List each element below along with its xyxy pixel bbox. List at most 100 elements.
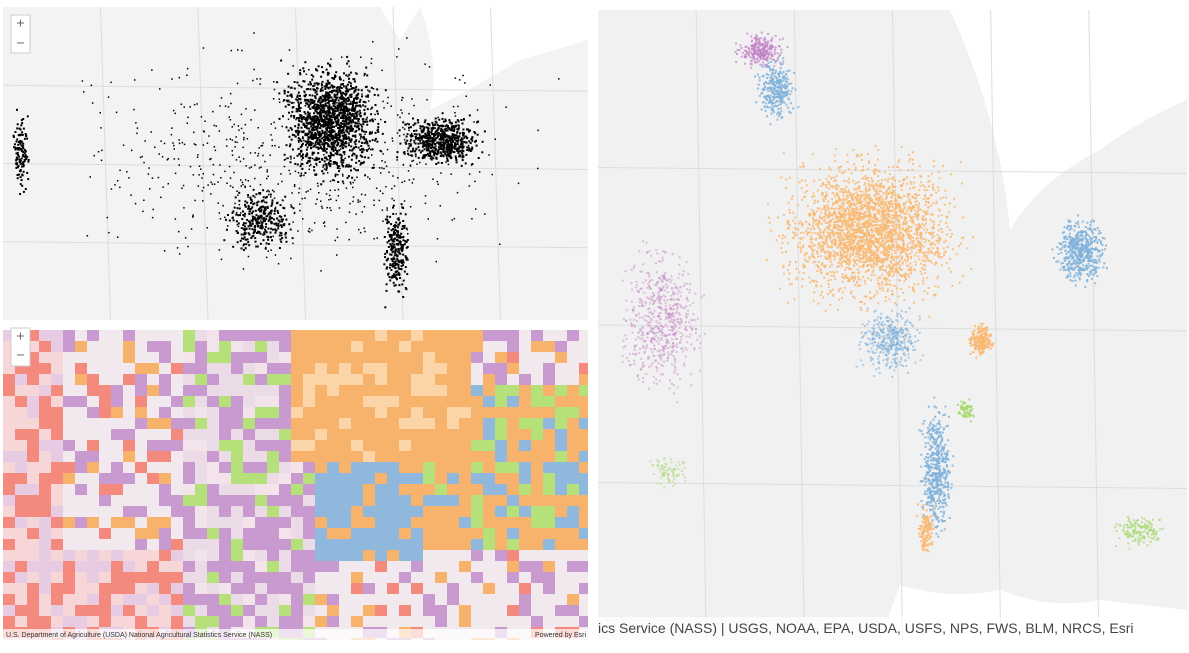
county-cell	[423, 484, 435, 495]
dot	[364, 105, 367, 108]
dot	[390, 276, 393, 279]
dot	[433, 135, 435, 138]
county-cell	[555, 528, 567, 539]
county-cell	[207, 330, 219, 341]
county-cell	[495, 528, 507, 539]
dot	[315, 68, 317, 70]
dot	[294, 162, 297, 165]
county-cell	[243, 396, 255, 407]
county-cell	[39, 561, 51, 572]
dot	[236, 190, 238, 192]
dot	[443, 134, 446, 137]
dot	[281, 125, 283, 128]
county-cell	[219, 561, 231, 572]
county-cell	[27, 561, 39, 572]
dot	[257, 127, 259, 129]
dot	[313, 101, 316, 104]
dot	[421, 125, 423, 128]
county-cell	[171, 374, 183, 385]
dot	[469, 142, 472, 145]
dot	[469, 129, 471, 132]
dot	[108, 231, 110, 234]
dot	[326, 206, 328, 209]
county-cell	[207, 605, 219, 616]
county-cell	[363, 473, 375, 484]
state-line	[598, 167, 1187, 174]
county-cell	[399, 330, 411, 341]
dot	[426, 99, 428, 101]
county-cell	[543, 440, 555, 451]
dot	[436, 153, 438, 156]
county-cell	[291, 407, 303, 418]
county-cell	[435, 363, 447, 374]
dot	[844, 246, 847, 249]
county-cell	[279, 396, 291, 407]
dot	[354, 143, 357, 146]
dot	[328, 138, 331, 141]
dot	[412, 149, 414, 151]
dot	[346, 62, 349, 65]
county-cell	[339, 517, 351, 528]
county-cell	[435, 528, 447, 539]
county-cell	[579, 451, 588, 462]
dot	[219, 164, 221, 166]
dot	[333, 162, 336, 165]
dot	[403, 138, 406, 141]
dot	[869, 255, 872, 258]
county-cell	[507, 572, 519, 583]
county-cell	[375, 528, 387, 539]
dot	[829, 207, 832, 210]
dot	[451, 219, 453, 221]
dot	[328, 63, 331, 66]
county-cell	[39, 528, 51, 539]
dot	[338, 138, 341, 141]
county-cell	[231, 605, 243, 616]
dot	[277, 183, 279, 185]
dot	[143, 199, 145, 201]
county-cell	[123, 594, 135, 605]
dot	[342, 111, 345, 114]
dot	[431, 142, 434, 145]
dot	[240, 179, 242, 181]
county-cell	[159, 495, 171, 506]
county-cell	[111, 506, 123, 517]
county-cell	[339, 407, 351, 418]
dot	[353, 179, 356, 181]
dot	[374, 118, 376, 121]
dot	[484, 213, 486, 215]
dot	[397, 242, 400, 245]
dot	[361, 95, 363, 98]
dot	[18, 158, 21, 161]
dot	[365, 138, 368, 140]
dot	[322, 104, 325, 107]
dot	[367, 144, 370, 147]
dot	[410, 154, 413, 156]
county-cell	[531, 341, 543, 352]
dot	[367, 96, 369, 98]
dot	[413, 142, 416, 144]
county-cell	[39, 583, 51, 594]
dot	[442, 137, 445, 140]
county-cell	[39, 429, 51, 440]
county-cell	[459, 561, 471, 572]
dot	[310, 83, 313, 86]
county-cell	[99, 352, 111, 363]
dot	[318, 143, 321, 146]
county-cell	[447, 506, 459, 517]
dot	[328, 112, 331, 115]
county-cell	[315, 462, 327, 473]
dot	[327, 131, 329, 133]
dot	[325, 127, 328, 130]
county-cell	[231, 385, 243, 396]
county-cell	[495, 616, 507, 627]
dot	[462, 145, 465, 148]
dot	[323, 148, 326, 151]
county-cell	[159, 473, 171, 484]
county-cell	[555, 473, 567, 484]
dot	[470, 164, 473, 166]
dot	[23, 160, 26, 162]
dot	[537, 129, 539, 132]
county-cell	[387, 396, 399, 407]
dot	[412, 117, 414, 120]
dot	[355, 112, 357, 115]
